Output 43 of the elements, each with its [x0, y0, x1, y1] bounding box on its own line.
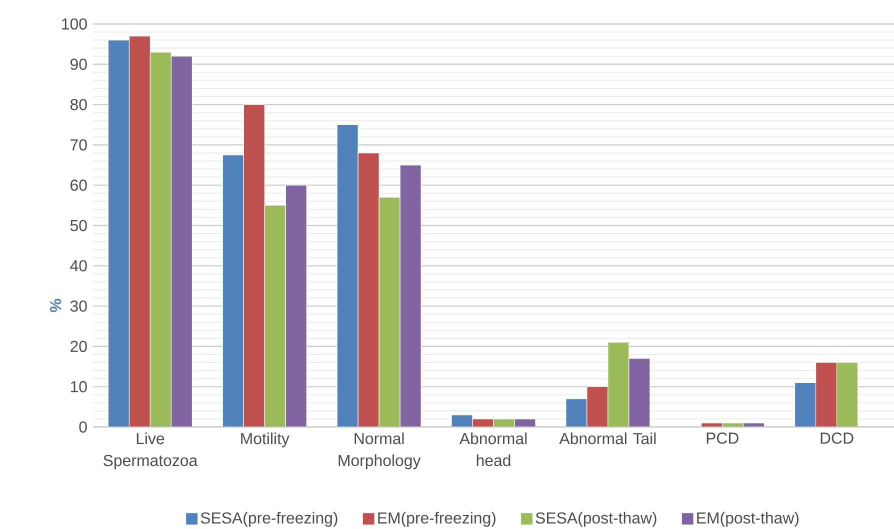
- legend-label: SESA(pre-freezing): [200, 512, 338, 527]
- bar: [222, 154, 244, 427]
- bar: [358, 152, 380, 427]
- bar: [337, 124, 358, 427]
- bar: [150, 52, 172, 427]
- y-tick-label: 50: [70, 220, 87, 232]
- x-tick-label: Normal Morphology: [338, 432, 421, 470]
- bar: [244, 104, 265, 427]
- bar: [286, 185, 307, 427]
- bar: [171, 56, 192, 427]
- bar: [586, 386, 608, 427]
- y-axis-title: %: [50, 298, 62, 312]
- x-tick-label: Motility: [241, 432, 290, 448]
- y-tick-label: 10: [70, 381, 87, 392]
- y-tick-label: 100: [62, 18, 87, 30]
- bar: [815, 362, 838, 427]
- bar: [836, 362, 858, 427]
- x-tick-label: PCD: [706, 432, 738, 444]
- legend-label: SESA(post-thaw): [536, 512, 656, 527]
- y-tick-label: 40: [70, 260, 87, 272]
- bar: [794, 382, 816, 427]
- bar: [264, 205, 286, 427]
- bar: [379, 197, 400, 427]
- x-tick-label: Abnormal Tail: [559, 432, 656, 444]
- bar: [608, 342, 629, 427]
- legend-label: EM(post-thaw): [697, 512, 799, 527]
- bar: [129, 36, 150, 427]
- legend-label: EM(pre-freezing): [378, 512, 496, 527]
- y-tick-label: 90: [70, 58, 87, 70]
- bar: [400, 165, 422, 427]
- y-tick-label: 80: [70, 98, 87, 110]
- bar: [108, 40, 130, 427]
- y-tick-label: 70: [70, 139, 87, 151]
- y-tick-label: 30: [70, 300, 87, 312]
- bar: [566, 398, 587, 427]
- y-tick-label: 20: [70, 340, 87, 352]
- x-tick-label: Abnormal head: [459, 432, 527, 466]
- y-tick-label: 0: [79, 421, 87, 433]
- bar: [452, 414, 473, 427]
- bar: [628, 358, 650, 427]
- x-tick-label: DCD: [820, 432, 854, 444]
- y-tick-label: 60: [70, 180, 87, 191]
- x-tick-label: Live Spermatozoa: [104, 432, 198, 470]
